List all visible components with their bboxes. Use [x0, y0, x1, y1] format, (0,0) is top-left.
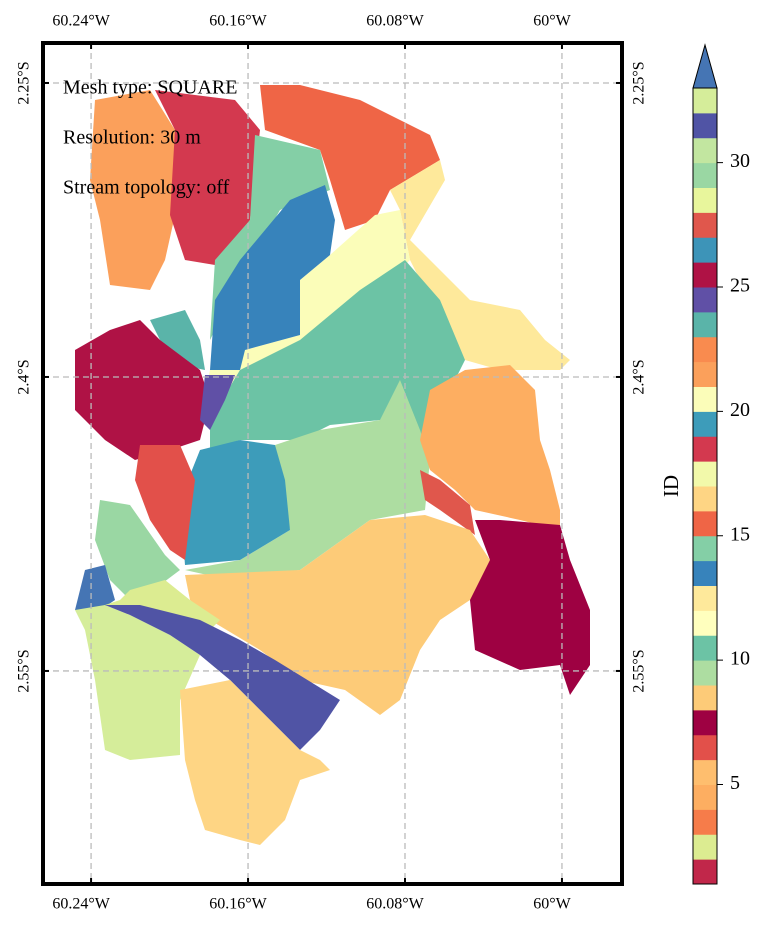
colorbar-segment — [693, 834, 717, 860]
colorbar-segment — [693, 685, 717, 711]
colorbar-extend — [692, 43, 718, 89]
colorbar-segment — [693, 809, 717, 835]
basin — [75, 605, 200, 760]
axes: 60.24°W 60.24°W 60.16°W 60.16°W 60.08°W 60.08… — [16, 13, 648, 913]
x-tick-label: 60.08°W — [366, 13, 424, 30]
annotation: Resolution: 30 m — [63, 127, 201, 149]
colorbar-segment — [693, 162, 717, 188]
colorbar-segment — [693, 859, 717, 885]
grid — [43, 43, 622, 884]
basin — [95, 500, 180, 600]
basin — [260, 85, 440, 230]
colorbar-tick-label: 15 — [730, 523, 750, 545]
basin — [180, 680, 330, 845]
colorbar-segment — [693, 660, 717, 686]
map-frame — [41, 41, 624, 886]
colorbar-segment — [693, 212, 717, 238]
annotation: Stream topology: off — [63, 177, 230, 199]
annotations: Mesh type: SQUARE Resolution: 30 m Stream … — [63, 77, 237, 199]
colorbar-segment — [693, 112, 717, 139]
colorbar-segment — [693, 88, 717, 114]
basin — [90, 90, 175, 290]
colorbar-segment — [693, 411, 717, 437]
annotation: Mesh type: SQUARE — [63, 77, 237, 99]
colorbar-label: ID — [659, 475, 683, 497]
basin — [470, 520, 590, 695]
y-tick-label: 2.55°S — [631, 649, 648, 692]
colorbar-frame — [692, 87, 718, 885]
colorbar-segment — [693, 361, 717, 387]
basin — [180, 440, 290, 565]
x-tick-label: 60.16°W — [209, 13, 267, 30]
basin — [135, 445, 195, 560]
x-tick-label: 60.24°W — [52, 896, 110, 913]
colorbar-segment — [693, 461, 717, 487]
x-tick-label: 60.16°W — [209, 896, 267, 913]
colorbar-segment — [693, 311, 717, 338]
x-tick-label: 60°W — [533, 896, 571, 913]
basin — [210, 185, 335, 370]
basin — [105, 605, 340, 750]
y-tick-label: 2.55°S — [16, 649, 33, 692]
colorbar: 5 10 15 20 25 30 ID — [659, 43, 750, 885]
colorbar-segment — [693, 784, 717, 810]
colorbar-segment — [693, 486, 717, 512]
colorbar-tick-label: 10 — [730, 648, 750, 670]
colorbar-segment — [693, 287, 717, 313]
colorbar-segment — [693, 585, 717, 611]
colorbar-segment — [693, 436, 717, 462]
basin — [420, 365, 560, 530]
colorbar-segment — [693, 635, 717, 661]
basin — [155, 90, 260, 265]
basin — [75, 320, 210, 460]
basin — [185, 380, 430, 580]
basins — [75, 85, 590, 845]
colorbar-segment — [693, 535, 717, 562]
colorbar-segment — [693, 137, 717, 164]
x-tick-label: 60.24°W — [52, 13, 110, 30]
y-tick-label: 2.25°S — [16, 61, 33, 104]
colorbar-segment — [693, 262, 717, 288]
colorbar-tick-label: 30 — [730, 150, 750, 172]
colorbar-segment — [693, 187, 717, 213]
colorbar-tick-label: 5 — [730, 772, 740, 794]
basin — [420, 470, 475, 535]
basin — [390, 160, 570, 370]
basin — [75, 565, 115, 610]
colorbar-segment — [693, 336, 717, 363]
colorbar-segment — [693, 237, 717, 263]
basin — [200, 375, 235, 430]
colorbar-segment — [693, 386, 717, 412]
colorbar-segment — [693, 510, 717, 537]
colorbar-segment — [693, 610, 717, 636]
y-tick-label: 2.25°S — [631, 61, 648, 104]
basin — [150, 310, 205, 370]
colorbar-segment — [693, 734, 717, 761]
basin — [210, 135, 330, 340]
colorbar-tick-label: 25 — [730, 275, 750, 297]
y-tick-label: 2.4°S — [16, 359, 33, 394]
colorbar-segment — [693, 560, 717, 586]
basin — [205, 210, 410, 420]
colorbar-segment — [693, 759, 717, 785]
colorbar-segment — [693, 709, 717, 736]
basin — [185, 515, 500, 715]
y-tick-label: 2.4°S — [631, 359, 648, 394]
colorbar-tick-label: 20 — [730, 399, 750, 421]
x-tick-label: 60.08°W — [366, 896, 424, 913]
x-tick-label: 60°W — [533, 13, 571, 30]
